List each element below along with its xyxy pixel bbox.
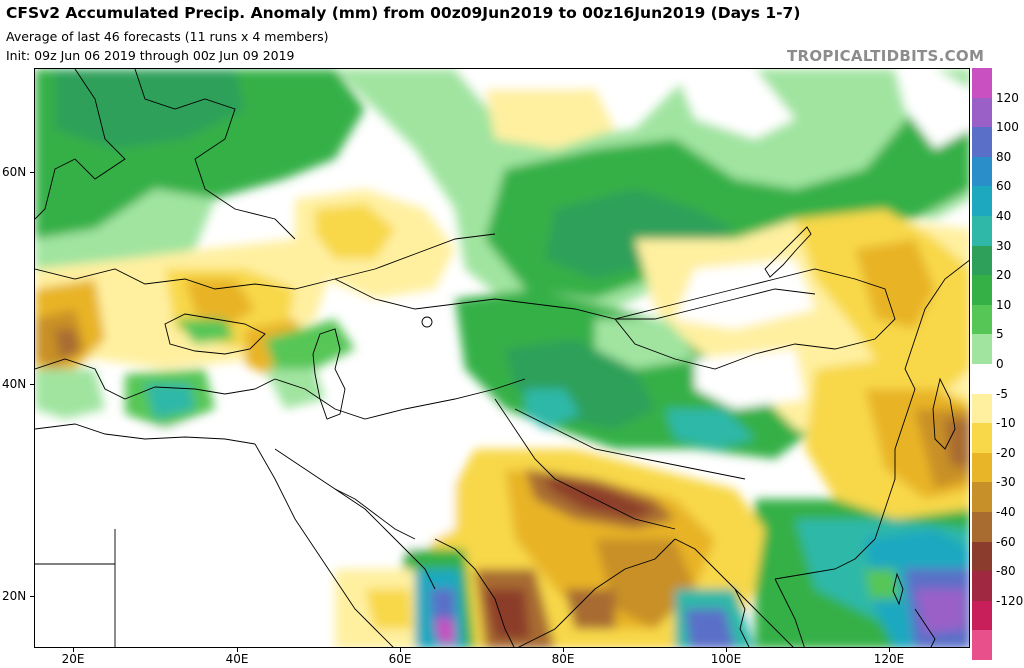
chart-title: CFSv2 Accumulated Precip. Anomaly (mm) f…	[6, 4, 801, 22]
lon-tick-20e	[73, 648, 74, 652]
lon-tick-120e	[889, 648, 890, 652]
anomaly-field	[35, 69, 969, 647]
precip-anomaly-map	[34, 68, 970, 648]
lon-tick-100e	[726, 648, 727, 652]
lat-label-60n: 60N	[2, 165, 27, 179]
colorbar	[972, 68, 992, 660]
lon-tick-60e	[400, 648, 401, 652]
colorbar-tick-label: 0	[996, 357, 1004, 371]
init-time-subtitle: Init: 09z Jun 06 2019 through 00z Jun 09…	[6, 48, 295, 63]
lat-tick-40n	[30, 384, 34, 385]
colorbar-tick-label: 120	[996, 90, 1019, 105]
colorbar-tick-label: -20	[996, 445, 1016, 460]
colorbar-tick-label: 5	[996, 327, 1004, 342]
colorbar-segment	[972, 571, 992, 601]
lon-label-120e: 120E	[873, 652, 905, 666]
lat-tick-20n	[30, 596, 34, 597]
colorbar-segment	[972, 275, 992, 305]
colorbar-segment	[972, 334, 992, 364]
colorbar-tick-label: -120	[996, 593, 1024, 608]
lon-tick-80e	[563, 648, 564, 652]
lat-label-40n: 40N	[2, 377, 27, 391]
colorbar-segment	[972, 127, 992, 157]
lat-tick-60n	[30, 172, 34, 173]
lon-label-100e: 100E	[710, 652, 742, 666]
colorbar-segment	[972, 423, 992, 453]
lon-label-20e: 20E	[61, 652, 85, 666]
colorbar-tick-label: -5	[996, 386, 1008, 401]
lon-label-40e: 40E	[225, 652, 249, 666]
colorbar-tick-label: 80	[996, 149, 1012, 164]
anomaly-shading	[35, 69, 969, 647]
lon-label-80e: 80E	[551, 652, 575, 666]
colorbar-tick-label: -10	[996, 416, 1016, 431]
colorbar-segment	[972, 97, 992, 128]
brand-watermark: TROPICALTIDBITS.COM	[787, 47, 985, 65]
colorbar-segment	[972, 245, 992, 276]
colorbar-segment	[972, 452, 992, 483]
lat-label-20n: 20N	[2, 589, 27, 603]
colorbar-tick-label: 40	[996, 209, 1012, 223]
colorbar-tick-label: 10	[996, 297, 1012, 312]
colorbar-tick-label: -60	[996, 534, 1016, 549]
colorbar-segment	[972, 186, 992, 216]
colorbar-segment	[972, 363, 992, 394]
colorbar-segment	[972, 541, 992, 572]
lon-tick-40e	[237, 648, 238, 652]
coastlines-and-borders	[35, 69, 969, 647]
colorbar-segment	[972, 511, 992, 542]
colorbar-tick-label: -30	[996, 475, 1016, 490]
colorbar-segment	[972, 630, 992, 660]
colorbar-tick-label: 60	[996, 179, 1012, 194]
colorbar-segment	[972, 68, 992, 98]
colorbar-segment	[972, 304, 992, 335]
colorbar-tick-label: 100	[996, 120, 1019, 135]
colorbar-tick-label: 30	[996, 238, 1012, 253]
lon-label-60e: 60E	[388, 652, 412, 666]
colorbar-tick-label: -40	[996, 505, 1016, 519]
colorbar-segment	[972, 600, 992, 631]
colorbar-tick-label: -80	[996, 564, 1016, 579]
colorbar-segment	[972, 215, 992, 246]
colorbar-segment	[972, 156, 992, 187]
colorbar-segment	[972, 482, 992, 512]
colorbar-tick-label: 20	[996, 268, 1012, 283]
colorbar-segment	[972, 393, 992, 424]
forecast-average-subtitle: Average of last 46 forecasts (11 runs x …	[6, 29, 329, 44]
